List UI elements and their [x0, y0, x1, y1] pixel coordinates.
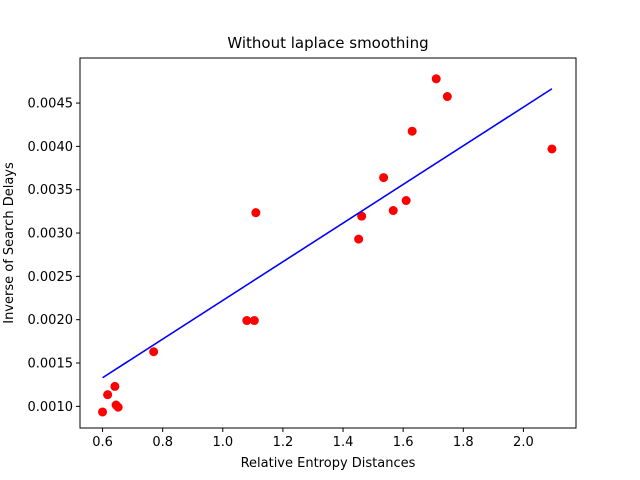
x-tick-label: 1.8 — [453, 435, 474, 450]
y-axis-label: Inverse of Search Delays — [2, 162, 17, 324]
data-point — [110, 381, 120, 391]
data-point — [547, 144, 557, 154]
plot-area — [98, 74, 557, 417]
data-point — [401, 196, 411, 206]
data-point — [98, 407, 108, 417]
data-point — [249, 316, 259, 326]
data-point — [103, 390, 113, 400]
y-tick-label: 0.0020 — [28, 313, 74, 328]
x-axis: 0.6 0.8 1.0 1.2 1.4 1.6 1.8 2.0 — [92, 428, 534, 450]
x-tick-label: 0.8 — [152, 435, 173, 450]
data-point — [388, 206, 398, 216]
y-tick-label: 0.0030 — [28, 227, 74, 242]
chart-title: Without laplace smoothing — [227, 34, 428, 52]
y-tick-label: 0.0010 — [28, 400, 74, 415]
data-point — [442, 92, 452, 102]
x-tick-label: 0.6 — [92, 435, 113, 450]
y-axis: 0.0010 0.0015 0.0020 0.0025 0.0030 0.0035 0.00… — [28, 97, 80, 415]
plot-frame — [79, 57, 577, 429]
data-point — [407, 126, 417, 136]
fit-line — [102, 88, 553, 379]
data-point — [357, 211, 367, 221]
y-tick-label: 0.0035 — [28, 183, 74, 198]
data-point — [379, 173, 389, 183]
y-tick-label: 0.0025 — [28, 270, 74, 285]
x-tick-label: 1.6 — [393, 435, 414, 450]
data-point — [354, 234, 364, 244]
x-tick-label: 1.2 — [273, 435, 294, 450]
y-tick-label: 0.0045 — [28, 97, 74, 112]
data-point — [242, 316, 252, 326]
data-point — [431, 74, 441, 84]
y-tick-label: 0.0015 — [28, 357, 74, 372]
y-tick-label: 0.0040 — [28, 140, 74, 155]
x-tick-label: 2.0 — [513, 435, 534, 450]
x-tick-label: 1.4 — [333, 435, 354, 450]
x-tick-label: 1.0 — [212, 435, 233, 450]
data-point — [149, 347, 159, 357]
data-point — [251, 208, 261, 218]
data-point — [113, 402, 123, 412]
x-axis-label: Relative Entropy Distances — [241, 456, 416, 471]
